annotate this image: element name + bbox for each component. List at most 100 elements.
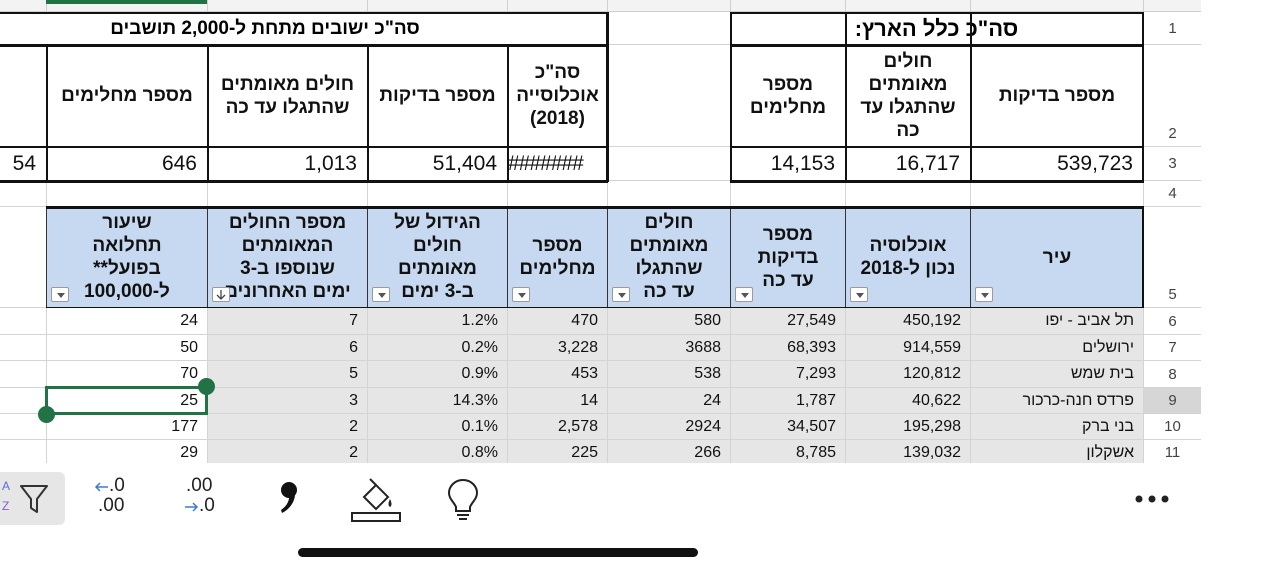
summary-header-cell[interactable]: חולים מאומתים שהתגלו עד כה <box>845 45 970 147</box>
table-cell[interactable]: 14 <box>507 388 607 414</box>
table-cell[interactable]: 470 <box>507 308 607 335</box>
table-cell[interactable]: 6 <box>207 335 367 361</box>
comma-style-button[interactable] <box>276 479 302 519</box>
summary-value-cell[interactable]: 16,717 <box>845 147 970 181</box>
summary-header-cell[interactable]: מספר מחלימים <box>730 45 845 147</box>
fill-color-button[interactable] <box>348 475 404 523</box>
empty-cell[interactable] <box>0 414 46 440</box>
table-cell[interactable]: 7,293 <box>730 361 845 388</box>
table-cell[interactable]: 3688 <box>607 335 730 361</box>
table-cell[interactable]: 195,298 <box>845 414 970 440</box>
selection-handle[interactable] <box>38 406 55 423</box>
row-number[interactable]: 9 <box>1143 388 1201 414</box>
summary-header-cell[interactable]: מספר בדיקות <box>367 45 507 147</box>
table-cell[interactable]: בית שמש <box>970 361 1143 388</box>
empty-cell[interactable] <box>507 181 607 207</box>
summary-header-cell[interactable]: חולים מאומתים שהתגלו עד כה <box>207 45 367 147</box>
filter-button[interactable] <box>735 287 753 302</box>
row-number[interactable]: 10 <box>1143 414 1201 440</box>
filter-button[interactable] <box>212 287 230 302</box>
table-cell[interactable]: 0.2% <box>367 335 507 361</box>
table-cell[interactable]: 0.9% <box>367 361 507 388</box>
summary-value-cell[interactable]: 14,153 <box>730 147 845 181</box>
row-number[interactable]: 3 <box>1143 147 1201 181</box>
filter-button[interactable] <box>372 287 390 302</box>
decrease-decimal-button[interactable]: .0 .00 <box>92 475 136 521</box>
empty-cell[interactable] <box>730 181 845 207</box>
table-cell[interactable]: 1,787 <box>730 388 845 414</box>
table-cell[interactable]: 7 <box>207 308 367 335</box>
filter-button[interactable] <box>612 287 630 302</box>
table-cell[interactable]: 120,812 <box>845 361 970 388</box>
empty-cell[interactable] <box>207 181 367 207</box>
summary-header-cell[interactable]: מספר מחלימים <box>46 45 207 147</box>
ideas-button[interactable] <box>446 477 480 521</box>
filter-button[interactable] <box>51 287 69 302</box>
empty-cell[interactable] <box>607 147 730 181</box>
table-cell[interactable]: 914,559 <box>845 335 970 361</box>
table-cell[interactable]: פרדס חנה-כרכור <box>970 388 1143 414</box>
row-number[interactable]: 6 <box>1143 308 1201 335</box>
table-header-cell[interactable]: עיר <box>970 207 1143 308</box>
increase-decimal-button[interactable]: .00 .0 <box>182 475 226 521</box>
table-cell[interactable]: 1.2% <box>367 308 507 335</box>
table-header-cell[interactable]: שיעור תחלואה בפועל** ל-100,000 <box>46 207 207 308</box>
table-cell[interactable]: בני ברק <box>970 414 1143 440</box>
summary-value-cell[interactable]: 1,013 <box>207 147 367 181</box>
table-cell[interactable]: 2924 <box>607 414 730 440</box>
table-cell[interactable]: 8,785 <box>730 440 845 466</box>
table-cell[interactable]: 5 <box>207 361 367 388</box>
row-number[interactable]: 1 <box>1143 12 1201 45</box>
table-header-cell[interactable]: הגידול של חולים מאומתים ב-3 ימים <box>367 207 507 308</box>
table-cell[interactable]: 27,549 <box>730 308 845 335</box>
table-cell[interactable]: 34,507 <box>730 414 845 440</box>
more-button[interactable] <box>1134 493 1170 505</box>
empty-cell[interactable] <box>845 181 970 207</box>
table-cell[interactable]: 0.1% <box>367 414 507 440</box>
table-cell[interactable]: 70 <box>46 361 207 388</box>
table-cell[interactable]: 14.3% <box>367 388 507 414</box>
table-header-cell[interactable]: מספר החולים המאומתים שנוספו ב-3 ימים האח… <box>207 207 367 308</box>
table-cell[interactable]: 453 <box>507 361 607 388</box>
table-cell[interactable]: 2 <box>207 414 367 440</box>
table-cell[interactable]: 3 <box>207 388 367 414</box>
empty-cell[interactable] <box>46 181 207 207</box>
summary-value-cell[interactable]: ####### <box>507 147 607 181</box>
table-cell[interactable]: 266 <box>607 440 730 466</box>
filter-button[interactable] <box>975 287 993 302</box>
summary-value-cell[interactable]: 646 <box>46 147 207 181</box>
table-cell[interactable]: 24 <box>607 388 730 414</box>
empty-cell[interactable] <box>970 181 1143 207</box>
empty-cell[interactable] <box>0 181 46 207</box>
table-cell[interactable]: 68,393 <box>730 335 845 361</box>
table-cell[interactable]: 0.8% <box>367 440 507 466</box>
table-cell[interactable]: ירושלים <box>970 335 1143 361</box>
table-cell[interactable]: 177 <box>46 414 207 440</box>
row-number[interactable]: 5 <box>1143 207 1201 308</box>
row-number[interactable]: 2 <box>1143 45 1201 147</box>
summary-value-cell[interactable]: 54 <box>0 147 46 181</box>
empty-cell[interactable] <box>0 207 46 308</box>
selection-box[interactable] <box>45 386 208 415</box>
empty-cell[interactable] <box>607 45 730 147</box>
summary-value-cell[interactable]: 539,723 <box>970 147 1143 181</box>
table-cell[interactable]: 50 <box>46 335 207 361</box>
filter-button[interactable] <box>850 287 868 302</box>
table-cell[interactable]: 24 <box>46 308 207 335</box>
empty-cell[interactable] <box>0 361 46 388</box>
row-number[interactable]: 4 <box>1143 181 1201 207</box>
table-cell[interactable]: 3,228 <box>507 335 607 361</box>
summary-header-cell[interactable]: שיע ב ל-0 ת <box>0 45 46 147</box>
summary-value-cell[interactable]: 51,404 <box>367 147 507 181</box>
table-cell[interactable]: תל אביב - יפו <box>970 308 1143 335</box>
table-cell[interactable]: 580 <box>607 308 730 335</box>
table-cell[interactable]: 538 <box>607 361 730 388</box>
summary-header-cell[interactable]: מספר בדיקות <box>970 45 1143 147</box>
empty-cell[interactable] <box>367 181 507 207</box>
filter-button[interactable] <box>512 287 530 302</box>
table-cell[interactable]: 40,622 <box>845 388 970 414</box>
empty-cell[interactable] <box>607 181 730 207</box>
empty-cell[interactable] <box>0 308 46 335</box>
sort-filter-button[interactable]: A Z <box>0 472 65 525</box>
row-number[interactable]: 8 <box>1143 361 1201 388</box>
